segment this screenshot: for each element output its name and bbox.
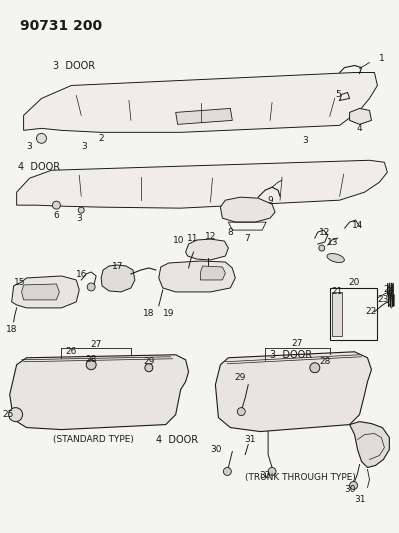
Text: 23: 23 — [378, 295, 389, 304]
Text: 15: 15 — [14, 278, 25, 287]
Circle shape — [223, 467, 231, 475]
Text: 4  DOOR: 4 DOOR — [18, 162, 60, 172]
Text: 30: 30 — [344, 485, 356, 494]
Text: 6: 6 — [53, 211, 59, 220]
Text: 10: 10 — [173, 236, 184, 245]
Circle shape — [145, 364, 153, 372]
Polygon shape — [10, 355, 189, 430]
Text: 16: 16 — [75, 270, 87, 279]
Polygon shape — [350, 422, 389, 467]
Text: 3: 3 — [27, 142, 32, 151]
Text: 13: 13 — [327, 238, 338, 247]
Text: 18: 18 — [143, 309, 154, 318]
Text: 7: 7 — [244, 233, 250, 243]
Circle shape — [205, 265, 211, 271]
Polygon shape — [12, 276, 79, 308]
Polygon shape — [101, 265, 135, 292]
Circle shape — [86, 360, 96, 370]
Text: 4: 4 — [357, 124, 362, 133]
Polygon shape — [24, 72, 377, 132]
Polygon shape — [215, 352, 371, 432]
Text: 4  DOOR: 4 DOOR — [156, 434, 198, 445]
Text: 25: 25 — [2, 410, 14, 419]
Circle shape — [9, 408, 23, 422]
Text: 17: 17 — [112, 262, 124, 271]
Text: 3  DOOR: 3 DOOR — [270, 350, 312, 360]
Text: 5: 5 — [335, 90, 341, 99]
Text: 28: 28 — [319, 357, 330, 366]
Text: 11: 11 — [187, 233, 198, 243]
Text: 32: 32 — [259, 471, 271, 480]
Text: 20: 20 — [348, 278, 359, 287]
Text: 22: 22 — [366, 308, 377, 317]
Text: 26: 26 — [65, 348, 77, 356]
Circle shape — [186, 267, 192, 273]
Circle shape — [319, 245, 325, 251]
Text: 30: 30 — [211, 445, 222, 454]
Polygon shape — [22, 284, 59, 300]
Text: 3: 3 — [81, 142, 87, 151]
Text: 27: 27 — [91, 340, 102, 349]
Circle shape — [78, 207, 84, 213]
Text: 31: 31 — [245, 435, 256, 444]
Polygon shape — [17, 160, 387, 208]
Polygon shape — [176, 108, 232, 124]
Text: 9: 9 — [267, 196, 273, 205]
Polygon shape — [201, 266, 225, 280]
Text: 29: 29 — [235, 373, 246, 382]
Text: 14: 14 — [352, 221, 363, 230]
Text: 31: 31 — [354, 495, 365, 504]
Ellipse shape — [327, 254, 344, 263]
Text: 29: 29 — [143, 357, 154, 366]
Text: 1: 1 — [379, 54, 385, 63]
Text: 24: 24 — [384, 286, 395, 294]
Text: 21: 21 — [332, 287, 343, 296]
Text: 18: 18 — [6, 325, 18, 334]
Text: 27: 27 — [291, 340, 302, 348]
Circle shape — [310, 363, 320, 373]
Text: 3: 3 — [76, 214, 82, 223]
Text: 19: 19 — [163, 309, 174, 318]
Text: 3: 3 — [302, 136, 308, 145]
Text: (TRUNK THROUGH TYPE): (TRUNK THROUGH TYPE) — [245, 473, 356, 482]
Polygon shape — [220, 197, 275, 222]
Text: 90731 200: 90731 200 — [20, 19, 102, 33]
Text: 28: 28 — [85, 356, 97, 364]
Circle shape — [87, 283, 95, 291]
Circle shape — [268, 467, 276, 475]
Text: 2: 2 — [98, 134, 104, 143]
Text: (STANDARD TYPE): (STANDARD TYPE) — [53, 435, 134, 444]
Text: 12: 12 — [319, 228, 330, 237]
Circle shape — [37, 133, 46, 143]
Polygon shape — [186, 239, 228, 260]
Polygon shape — [350, 108, 371, 124]
Circle shape — [52, 201, 60, 209]
Polygon shape — [332, 292, 342, 336]
Text: 12: 12 — [205, 231, 216, 240]
Circle shape — [350, 481, 358, 489]
Polygon shape — [159, 261, 235, 292]
Text: 8: 8 — [227, 228, 233, 237]
Circle shape — [237, 408, 245, 416]
Text: 3  DOOR: 3 DOOR — [53, 61, 95, 70]
